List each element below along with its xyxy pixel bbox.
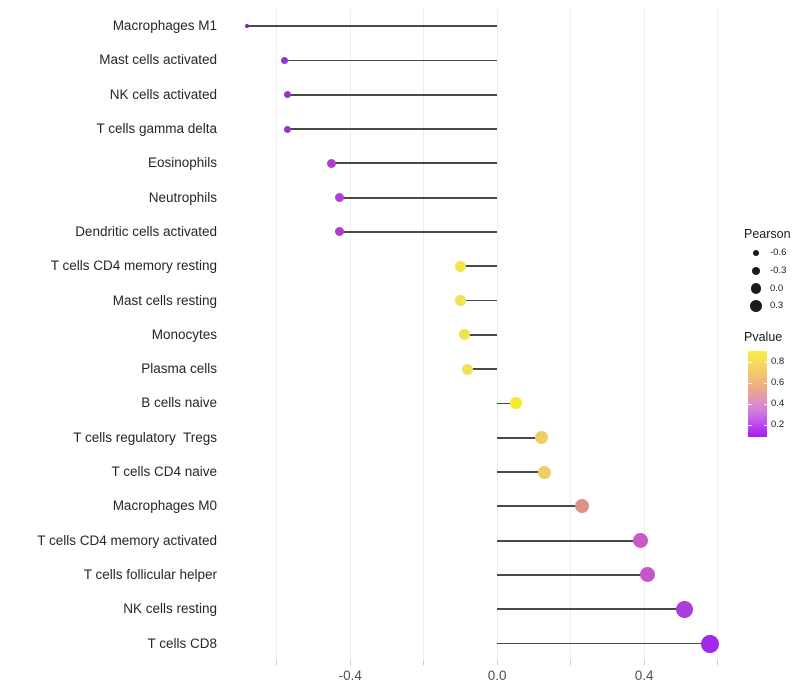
gridline [276, 9, 278, 661]
data-point [280, 56, 288, 64]
x-axis-tick [717, 660, 719, 665]
lollipop-stem [339, 196, 498, 199]
pearson-legend-label: 0.3 [770, 300, 784, 312]
lollipop-stem [284, 59, 498, 62]
category-label: T cells CD4 memory resting [50, 258, 217, 274]
category-label: T cells CD4 memory activated [37, 532, 217, 548]
data-point [538, 465, 552, 479]
category-label: T cells gamma delta [96, 121, 217, 137]
pearson-legend-dot [752, 249, 760, 257]
category-label: Neutrophils [148, 189, 217, 205]
category-label: T cells CD4 naive [111, 464, 217, 480]
pvalue-legend-label: 0.2 [771, 418, 785, 430]
category-label: Plasma cells [141, 361, 217, 377]
lollipop-stem [497, 574, 648, 576]
category-label: Mast cells resting [112, 292, 217, 308]
lollipop-stem [460, 299, 498, 302]
lollipop-stem [464, 333, 498, 336]
data-point [334, 193, 344, 203]
lollipop-stem [331, 162, 498, 165]
x-tick-label: 0.0 [487, 667, 507, 683]
data-point [454, 295, 466, 307]
lollipop-stem [497, 642, 711, 645]
lollipop-stem [247, 25, 498, 28]
category-label: Macrophages M0 [112, 498, 217, 514]
pvalue-bar-tick [763, 403, 767, 405]
lollipop-stem [467, 368, 498, 371]
data-point [632, 533, 648, 549]
gridline [570, 9, 572, 661]
data-point [454, 260, 466, 272]
data-point [458, 329, 470, 341]
x-axis-tick [349, 660, 351, 665]
pearson-legend-dot [751, 266, 761, 276]
gridline [717, 9, 719, 661]
lollipop-stem [497, 436, 542, 439]
pvalue-legend-label: 0.4 [771, 397, 785, 409]
x-axis-tick [496, 660, 498, 665]
data-point [574, 499, 589, 514]
lollipop-stem [497, 471, 545, 473]
data-point [640, 567, 656, 583]
pvalue-bar-tick [748, 424, 752, 426]
data-point [701, 634, 720, 653]
pvalue-bar-tick [763, 382, 767, 384]
data-point [676, 600, 694, 618]
pvalue-bar-tick [763, 361, 767, 363]
x-axis-tick [643, 660, 645, 665]
pvalue-bar-tick [748, 361, 752, 363]
data-point [462, 363, 474, 375]
category-label: NK cells activated [109, 86, 217, 102]
category-label: B cells naive [141, 395, 217, 411]
data-point [334, 227, 344, 237]
gridline [496, 9, 498, 661]
pearson-legend-label: -0.3 [770, 264, 787, 276]
data-point [284, 125, 292, 133]
x-axis-tick [423, 660, 425, 665]
category-label: Eosinophils [147, 155, 217, 171]
data-point [245, 24, 250, 29]
category-label: NK cells resting [123, 601, 217, 617]
category-label: Mast cells activated [99, 52, 217, 68]
pvalue-legend-title: Pvalue [744, 330, 783, 344]
pvalue-gradient-bar [748, 351, 767, 437]
data-point [534, 431, 548, 445]
gridline [643, 9, 645, 661]
category-label: Monocytes [151, 326, 217, 342]
pvalue-bar-tick [748, 382, 752, 384]
lollipop-stem [339, 231, 498, 233]
gridline [349, 9, 351, 661]
lollipop-stem [497, 402, 516, 405]
pvalue-bar-tick [748, 403, 752, 405]
lollipop-stem [497, 505, 582, 508]
category-label: Macrophages M1 [112, 18, 217, 34]
pvalue-legend-label: 0.6 [771, 376, 785, 388]
gridline [423, 9, 425, 661]
pearson-legend-label: -0.6 [770, 247, 787, 258]
pearson-legend-dot [750, 300, 762, 313]
lollipop-stem [497, 539, 641, 542]
x-tick-label: -0.4 [338, 667, 362, 683]
data-point [284, 91, 292, 99]
x-axis-tick [276, 660, 278, 665]
lollipop-stem [497, 608, 685, 611]
lollipop-stem [287, 128, 498, 130]
category-label: T cells follicular helper [83, 566, 217, 582]
x-tick-label: 0.4 [634, 667, 654, 683]
x-axis-tick [570, 660, 572, 665]
data-point [509, 397, 522, 410]
lollipop-stem [460, 265, 498, 268]
category-label: T cells CD8 [147, 635, 217, 651]
category-label: Dendritic cells activated [75, 223, 217, 239]
pvalue-legend-label: 0.8 [771, 355, 785, 367]
lollipop-stem [287, 93, 498, 96]
category-label: T cells regulatory Tregs [73, 429, 217, 445]
pearson-legend-dot [750, 283, 762, 294]
pearson-legend-title: Pearson [744, 227, 791, 241]
pearson-legend-label: 0.0 [770, 282, 784, 294]
pvalue-bar-tick [763, 424, 767, 426]
data-point [327, 158, 337, 168]
